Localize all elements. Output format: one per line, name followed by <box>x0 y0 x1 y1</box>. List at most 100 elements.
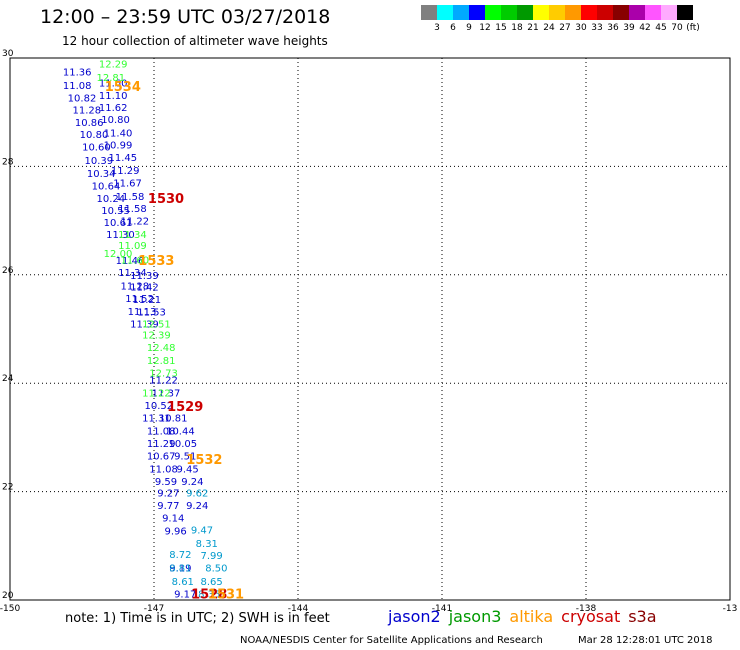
data-point-label: 11.34 <box>118 268 147 279</box>
data-point-label: 10.64 <box>92 181 121 192</box>
colorbar-swatch <box>533 5 549 20</box>
data-point-label: 12.73 <box>149 368 178 379</box>
data-point-label: 10.52 <box>144 401 173 412</box>
data-point-label: 9.62 <box>186 489 208 500</box>
data-point-label: 8.65 <box>200 577 222 588</box>
track-label: 1534 <box>105 80 141 95</box>
data-point-label: 10.99 <box>104 141 133 152</box>
data-point-label: 10.24 <box>96 194 125 205</box>
data-point-label: 10.67 <box>147 451 176 462</box>
data-point-label: 11.28 <box>120 282 149 293</box>
data-point-label: 11.53 <box>137 308 166 319</box>
data-point-label: 9.96 <box>164 527 186 538</box>
data-point-label: 11.39 <box>130 271 159 282</box>
colorbar-label: 36 <box>607 23 619 33</box>
data-point-label: 9.24 <box>181 477 203 488</box>
data-point-label: 9.47 <box>191 526 213 537</box>
data-point-label: 11.08 <box>147 426 176 437</box>
data-point-label: 9.17 <box>174 589 196 600</box>
colorbar-swatch <box>597 5 613 20</box>
colorbar-label: 24 <box>543 23 555 33</box>
data-point-label: 10.05 <box>168 439 197 450</box>
data-point-label: 10.60 <box>82 142 111 153</box>
footer-credit: NOAA/NESDIS Center for Satellite Applica… <box>240 635 543 646</box>
colorbar-label: 30 <box>575 23 587 33</box>
data-point-label: 11.60 <box>120 256 149 267</box>
x-tick-label: -150 <box>0 604 20 614</box>
data-point-label: 12.48 <box>147 343 176 354</box>
colorbar-swatch <box>485 5 501 20</box>
colorbar-label: (ft) <box>686 23 700 33</box>
data-point-label: 11.34 <box>118 230 147 241</box>
data-point-label: 10.39 <box>84 156 113 167</box>
y-tick-label: 24 <box>2 374 14 384</box>
footer-date: Mar 28 12:28:01 UTC 2018 <box>578 635 713 646</box>
legend-item-cryosat: cryosat <box>561 607 621 626</box>
colorbar-swatch <box>629 5 645 20</box>
track-label: 1528 <box>191 587 227 602</box>
colorbar-swatch <box>549 5 565 20</box>
colorbar-swatch <box>645 5 661 20</box>
data-point-label: 10.86 <box>75 118 104 129</box>
colorbar-swatch <box>613 5 629 20</box>
data-point-label: 11.58 <box>116 192 145 203</box>
data-point-label: 11.30 <box>106 230 135 241</box>
data-point-label: 11.29 <box>111 166 140 177</box>
data-point-label: 11.45 <box>108 153 137 164</box>
data-point-label: 11.28 <box>72 105 101 116</box>
colorbar-swatch <box>581 5 597 20</box>
data-point-label: 8.72 <box>169 550 191 561</box>
y-tick-label: 26 <box>2 266 14 276</box>
colorbar-label: 3 <box>434 23 440 33</box>
track-label: 1533 <box>138 254 174 269</box>
data-point-label: 11.39 <box>130 320 159 331</box>
data-point-label: 11.22 <box>120 217 149 228</box>
colorbar-label: 21 <box>527 23 539 33</box>
data-point-label: 11.42 <box>130 283 159 294</box>
track-label: 1530 <box>148 192 184 207</box>
colorbar-swatch <box>677 5 693 20</box>
data-point-label: 11.22 <box>149 375 178 386</box>
data-point-label: 9.14 <box>162 514 184 525</box>
colorbar-label: 27 <box>559 23 571 33</box>
data-point-label: 11.37 <box>152 388 181 399</box>
data-point-label: 9.51 <box>174 451 196 462</box>
x-tick-label: -144 <box>288 604 309 614</box>
legend-note: note: 1) Time is in UTC; 2) SWH is in fe… <box>65 611 330 626</box>
data-point-label: 10.81 <box>159 413 188 424</box>
y-tick-label: 20 <box>2 591 14 601</box>
data-point-label: 12.00 <box>104 249 133 260</box>
colorbar-swatch <box>453 5 469 20</box>
data-point-label: 11.60 <box>99 78 128 89</box>
data-point-label: 11.22 <box>142 388 171 399</box>
data-point-label: 9.24 <box>186 501 208 512</box>
data-point-label: 8.31 <box>196 539 218 550</box>
data-point-label: 10.61 <box>104 218 133 229</box>
data-point-label: 9.27 <box>157 489 179 500</box>
legend-item-jason2: jason2 <box>388 607 441 626</box>
data-point-label: 8.81 <box>169 563 191 574</box>
colorbar-label: 9 <box>466 23 472 33</box>
data-point-label: 11.13 <box>128 307 157 318</box>
colorbar-swatch <box>469 5 485 20</box>
colorbar-label: 15 <box>495 23 507 33</box>
data-point-label: 8.35 <box>198 589 220 600</box>
data-point-label: 11.40 <box>104 128 133 139</box>
data-point-label: 11.67 <box>113 179 142 190</box>
data-point-label: 8.50 <box>205 563 227 574</box>
data-point-label: 11.31 <box>142 413 171 424</box>
y-tick-label: 28 <box>2 157 14 167</box>
colorbar-label: 18 <box>511 23 523 33</box>
data-point-label: 7.99 <box>200 551 222 562</box>
data-point-label: 9.59 <box>155 477 177 488</box>
data-point-label: 11.09 <box>118 241 147 252</box>
colorbar-swatch <box>565 5 581 20</box>
colorbar-label: 39 <box>623 23 635 33</box>
x-tick-label: -141 <box>432 604 452 614</box>
data-point-label: 11.36 <box>63 68 92 79</box>
chart-subtitle: 12 hour collection of altimeter wave hei… <box>62 34 328 48</box>
colorbar-label: 45 <box>655 23 667 33</box>
data-point-label: 11.08 <box>63 81 92 92</box>
data-point-label: 12.29 <box>99 59 128 70</box>
